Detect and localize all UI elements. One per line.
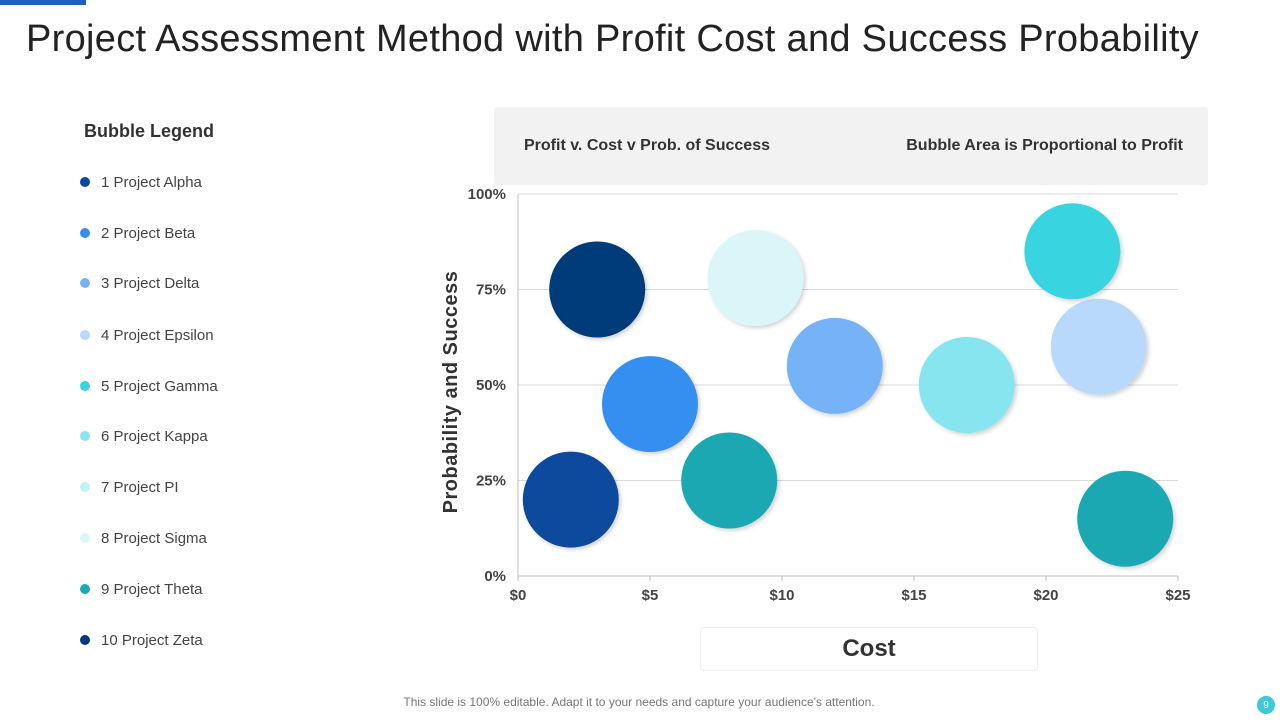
y-tick-label: 25% (476, 473, 506, 490)
legend-dot-icon (80, 431, 90, 441)
bubble-point (1077, 470, 1174, 567)
legend-item: 8 Project Sigma (78, 528, 207, 548)
legend-label: 5 Project Gamma (101, 377, 218, 395)
x-tick-label: $5 (642, 587, 659, 604)
legend-label: 1 Project Alpha (101, 173, 202, 191)
chart-subtitle-right: Bubble Area is Proportional to Profit (906, 137, 1183, 154)
x-tick-label: $15 (901, 587, 926, 604)
chart-subtitle-left: Profit v. Cost v Prob. of Success (524, 137, 770, 154)
bubble-point (1024, 203, 1121, 300)
legend-label: 9 Project Theta (101, 580, 203, 598)
x-axis-label: Cost (700, 627, 1038, 671)
legend-label: 3 Project Delta (101, 274, 200, 292)
x-tick-label: $0 (510, 587, 527, 604)
bubble-point (707, 230, 804, 327)
footer-note: This slide is 100% editable. Adapt it to… (403, 695, 875, 709)
legend-item: 4 Project Epsilon (78, 325, 214, 345)
x-tick-label: $20 (1033, 587, 1058, 604)
legend-item: 10 Project Zeta (78, 630, 203, 650)
x-tick-label: $10 (769, 587, 794, 604)
legend-dot-icon (80, 228, 90, 238)
legend-dot-icon (80, 177, 90, 187)
bubble-point (681, 432, 778, 529)
y-tick-label: 75% (476, 282, 506, 299)
legend-label: 2 Project Beta (101, 224, 196, 242)
legend-dot-icon (80, 330, 90, 340)
legend-item: 5 Project Gamma (78, 376, 218, 396)
legend-label: 8 Project Sigma (101, 529, 207, 547)
legend-dot-icon (80, 533, 90, 543)
page-number-badge: 9 (1257, 696, 1275, 714)
legend-item: 6 Project Kappa (78, 426, 208, 446)
bubble-point (918, 337, 1015, 433)
bubble-point (522, 451, 619, 548)
legend-label: 6 Project Kappa (101, 427, 208, 445)
y-axis-label: Probability and Success (440, 271, 462, 514)
title-accent-bar (0, 0, 86, 5)
legend-dot-icon (80, 482, 90, 492)
legend-label: 7 Project PI (101, 478, 179, 496)
y-tick-label: 0% (484, 568, 506, 585)
legend-dot-icon (80, 278, 90, 288)
legend-label: 10 Project Zeta (101, 631, 203, 649)
bubble-point (786, 317, 883, 414)
legend-label: 4 Project Epsilon (101, 326, 214, 344)
y-tick-label: 50% (476, 377, 506, 394)
bubble-point (1050, 298, 1147, 395)
bubble-point (602, 356, 698, 453)
bubble-point (549, 241, 646, 338)
legend-dot-icon (80, 584, 90, 594)
y-tick-label: 100% (468, 186, 506, 203)
legend-item: 3 Project Delta (78, 273, 199, 293)
legend-item: 9 Project Theta (78, 579, 202, 599)
legend-item: 7 Project PI (78, 477, 179, 497)
legend-item: 1 Project Alpha (78, 172, 202, 192)
legend-item: 2 Project Beta (78, 223, 195, 243)
legend-title: Bubble Legend (84, 121, 214, 141)
page-title: Project Assessment Method with Profit Co… (26, 18, 1199, 60)
x-tick-label: $25 (1165, 587, 1190, 604)
chart-header-box: Profit v. Cost v Prob. of Success Bubble… (494, 107, 1208, 185)
legend-dot-icon (80, 635, 90, 645)
legend-dot-icon (80, 381, 90, 391)
